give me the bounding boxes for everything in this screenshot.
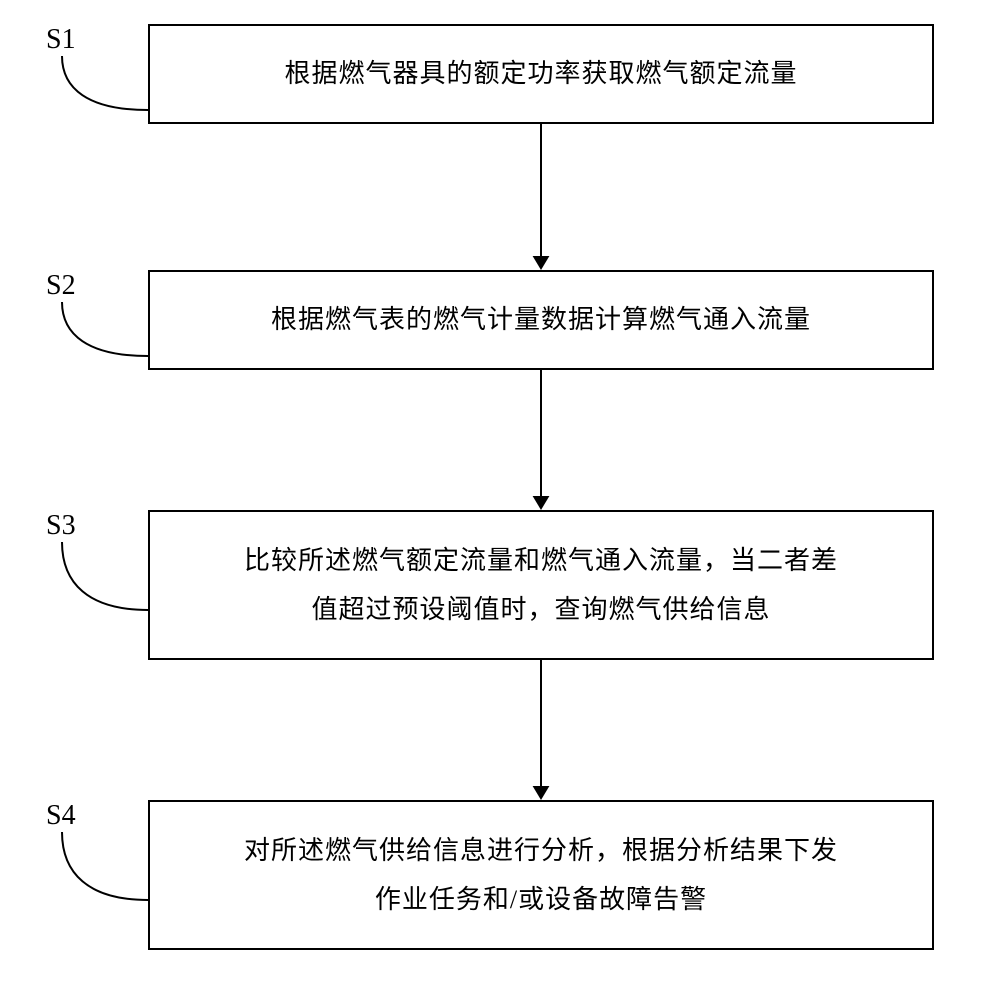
step-box-s2: 根据燃气表的燃气计量数据计算燃气通入流量 [148, 270, 934, 370]
step-box-s1: 根据燃气器具的额定功率获取燃气额定流量 [148, 24, 934, 124]
step-label-s2: S2 [46, 270, 76, 302]
label-connector-3 [52, 822, 158, 910]
step-text-s4: 对所述燃气供给信息进行分析，根据分析结果下发作业任务和/或设备故障告警 [244, 826, 838, 925]
step-text-s2: 根据燃气表的燃气计量数据计算燃气通入流量 [271, 295, 811, 344]
step-label-s1: S1 [46, 24, 76, 56]
step-label-s3: S3 [46, 510, 76, 542]
label-connector-2 [52, 532, 158, 620]
arrow-0 [521, 122, 561, 272]
step-label-s4: S4 [46, 800, 76, 832]
flowchart-canvas: S1 根据燃气器具的额定功率获取燃气额定流量 S2 根据燃气表的燃气计量数据计算燃气通… [0, 0, 997, 1000]
label-connector-1 [52, 292, 158, 366]
step-box-s4: 对所述燃气供给信息进行分析，根据分析结果下发作业任务和/或设备故障告警 [148, 800, 934, 950]
step-text-s3: 比较所述燃气额定流量和燃气通入流量，当二者差值超过预设阈值时，查询燃气供给信息 [244, 536, 838, 635]
arrow-2 [521, 658, 561, 802]
arrow-1 [521, 368, 561, 512]
label-connector-0 [52, 46, 158, 120]
step-text-s1: 根据燃气器具的额定功率获取燃气额定流量 [284, 49, 797, 98]
step-box-s3: 比较所述燃气额定流量和燃气通入流量，当二者差值超过预设阈值时，查询燃气供给信息 [148, 510, 934, 660]
